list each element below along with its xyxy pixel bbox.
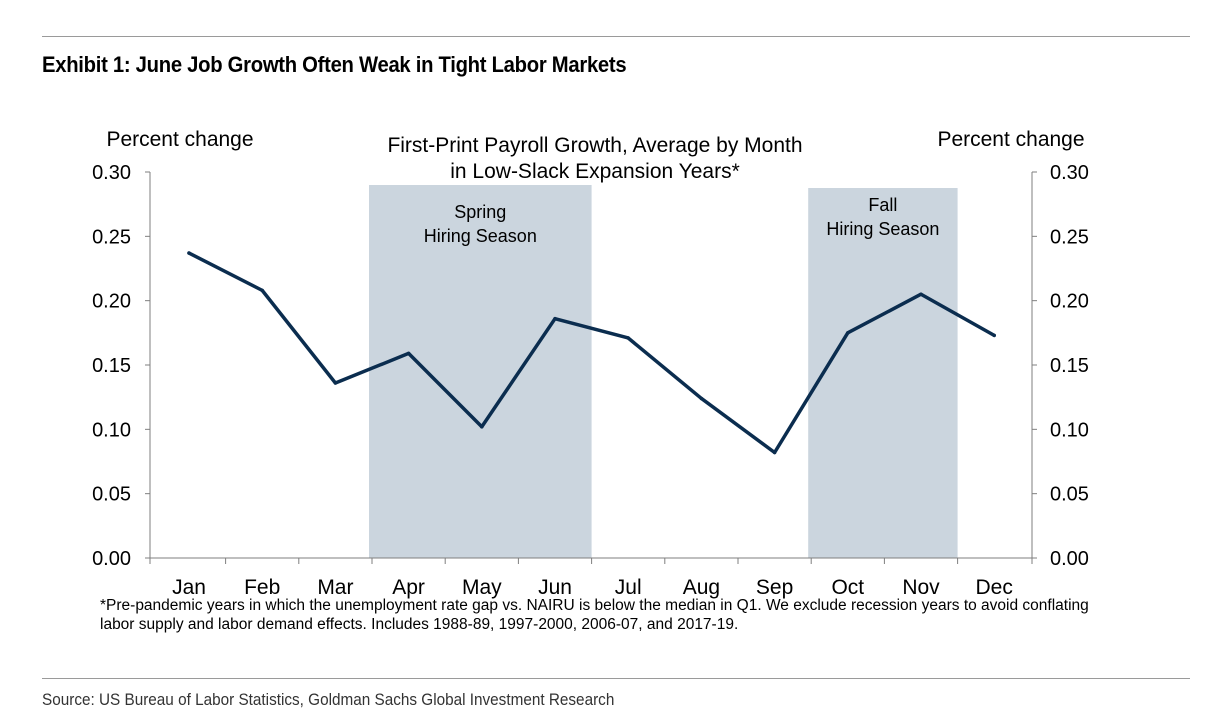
data-point-jul xyxy=(626,336,630,340)
exhibit-title: Exhibit 1: June Job Growth Often Weak in… xyxy=(42,52,627,77)
y-axis-title-left: Percent change xyxy=(106,128,253,151)
data-point-jun xyxy=(553,316,557,321)
right-y-tick-label: 0.05 xyxy=(1050,484,1089,506)
right-y-tick-label: 0.20 xyxy=(1050,291,1089,313)
x-tick-label: Feb xyxy=(244,576,280,599)
source-note: Source: US Bureau of Labor Statistics, G… xyxy=(42,690,615,709)
series-line xyxy=(187,251,996,455)
top-rule xyxy=(42,36,1190,37)
right-y-tick-label: 0.30 xyxy=(1050,162,1089,184)
data-point-jan xyxy=(187,251,191,255)
x-tick-label: Mar xyxy=(317,576,353,599)
shaded-region-label: Hiring Season xyxy=(826,219,939,239)
data-point-mar xyxy=(333,381,338,385)
data-point-nov xyxy=(919,292,923,296)
shaded-region-label: Spring xyxy=(454,202,506,222)
x-tick-label: Oct xyxy=(831,576,864,599)
chart-title: First-Print Payroll Growth, Average by M… xyxy=(387,134,802,157)
x-tick-label: Sep xyxy=(756,576,793,599)
data-point-feb xyxy=(260,288,264,293)
data-point-apr xyxy=(406,351,411,356)
data-point-dec xyxy=(992,333,996,338)
x-tick-label: Apr xyxy=(392,576,425,599)
x-tick-label: Nov xyxy=(902,576,940,599)
right-y-tick-label: 0.10 xyxy=(1050,419,1089,441)
x-tick-label: Jun xyxy=(538,576,572,599)
left-y-tick-label: 0.10 xyxy=(92,419,131,441)
chart-title: in Low-Slack Expansion Years* xyxy=(450,160,740,183)
data-point-may xyxy=(480,425,484,429)
x-tick-label: Jan xyxy=(172,576,206,599)
shaded-region-label: Hiring Season xyxy=(424,226,537,246)
x-tick-label: May xyxy=(462,576,502,599)
shaded-region-fall xyxy=(808,188,958,558)
left-y-tick-label: 0.30 xyxy=(92,162,131,184)
left-y-tick-label: 0.15 xyxy=(92,355,131,377)
data-point-aug xyxy=(699,396,704,401)
shaded-region-label: Fall xyxy=(868,195,897,215)
left-y-tick-label: 0.25 xyxy=(92,226,131,248)
data-point-oct xyxy=(846,331,850,335)
x-tick-label: Dec xyxy=(976,576,1013,599)
chart: Spring Hiring Season Fall Hiring Season 0.00… xyxy=(92,128,1089,599)
y-axis-title-right: Percent change xyxy=(937,128,1084,151)
footnote: *Pre-pandemic years in which the unemplo… xyxy=(100,597,1089,633)
shaded-region-spring xyxy=(369,185,592,558)
x-tick-label: Jul xyxy=(615,576,642,599)
x-tick-label: Aug xyxy=(683,576,720,599)
right-y-tick-label: 0.00 xyxy=(1050,548,1089,570)
bottom-rule xyxy=(42,678,1190,679)
right-y-tick-label: 0.25 xyxy=(1050,226,1089,248)
left-y-tick-label: 0.00 xyxy=(92,548,131,570)
left-y-tick-label: 0.05 xyxy=(92,484,131,506)
right-y-tick-label: 0.15 xyxy=(1050,355,1089,377)
left-y-tick-label: 0.20 xyxy=(92,291,131,313)
data-point-sep xyxy=(772,450,777,455)
